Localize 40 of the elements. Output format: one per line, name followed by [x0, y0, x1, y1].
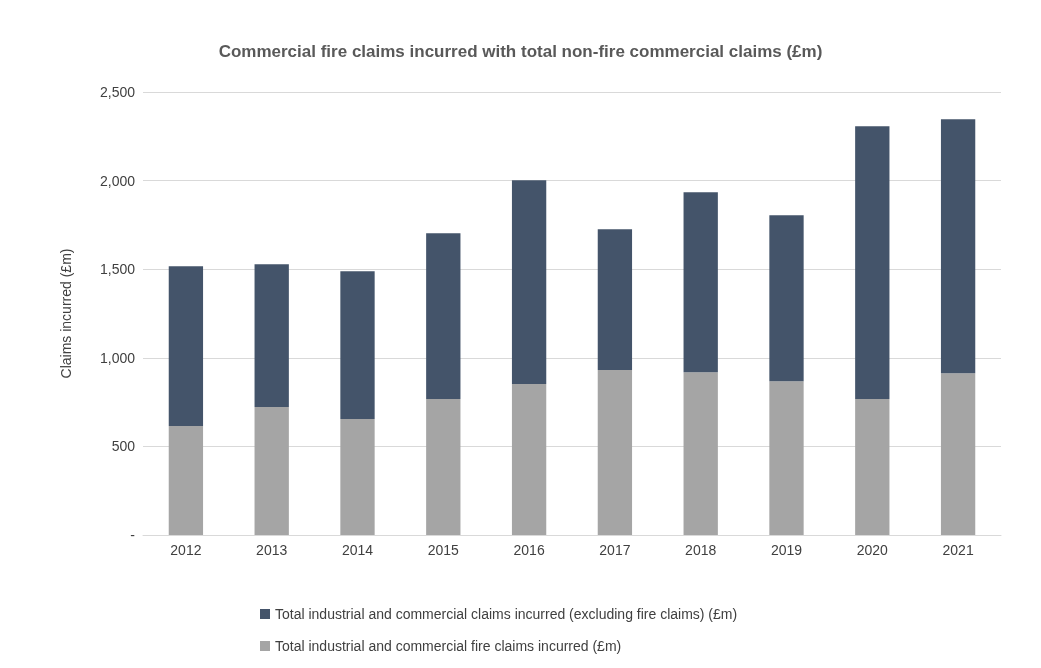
bar [597, 229, 633, 371]
x-tick-label: 2014 [341, 542, 374, 558]
bar [940, 119, 976, 374]
bar [769, 215, 804, 382]
x-tick-label: 2012 [170, 542, 202, 558]
x-tick-label: 2016 [513, 542, 545, 558]
y-tick-label: 500 [111, 438, 136, 455]
bar [855, 126, 890, 400]
bar [769, 381, 804, 535]
y-tick-label: 1,500 [99, 261, 136, 278]
bar [340, 271, 375, 420]
bar [168, 426, 204, 535]
bar [511, 180, 547, 385]
y-tick-label: 2,000 [99, 172, 136, 189]
bar [340, 419, 375, 535]
bar [597, 370, 633, 535]
x-tick-label: 2013 [256, 542, 288, 558]
x-tick-label: 2021 [942, 542, 974, 558]
bar [254, 407, 289, 535]
y-tick-label: - [130, 527, 136, 543]
x-tick-label: 2020 [856, 542, 889, 558]
bar [254, 264, 289, 408]
x-tick-label: 2015 [427, 542, 460, 558]
y-tick-label: 1,000 [99, 349, 136, 366]
bar [683, 372, 718, 535]
bar [683, 192, 718, 373]
bar [168, 266, 204, 427]
x-tick-label: 2019 [770, 542, 803, 558]
chart-title: Commercial fire claims incurred with total non-fire commercial claims (£m) [218, 42, 823, 61]
bar [426, 399, 461, 535]
bar [426, 233, 461, 400]
y-tick-label: 2,500 [99, 84, 136, 100]
x-tick-label: 2018 [685, 542, 717, 558]
x-tick-label: 2017 [599, 542, 631, 558]
bar [511, 384, 547, 535]
legend-label: Total industrial and commercial claims incurred (excluding fire claims) (£m) [275, 606, 738, 622]
legend-label: Total industrial and commercial fire claims incurred (£m) [275, 638, 622, 654]
bar [855, 399, 890, 535]
bar [940, 373, 976, 535]
y-axis-title: Claims incurred (£m) [58, 248, 74, 379]
